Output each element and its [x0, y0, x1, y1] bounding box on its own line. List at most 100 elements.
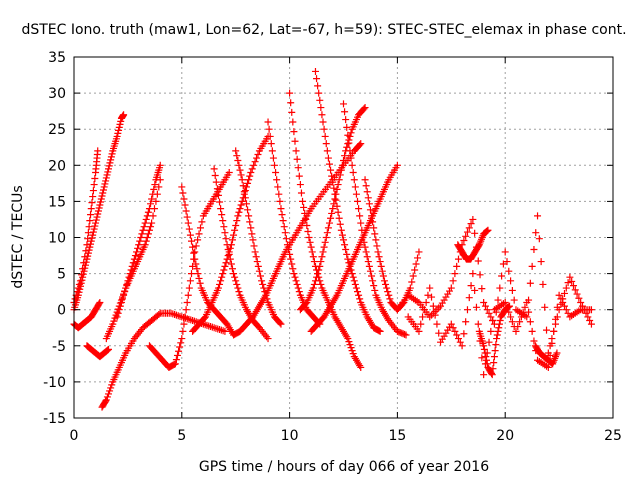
data-point [414, 254, 422, 262]
data-point [134, 244, 142, 252]
data-point [487, 327, 495, 335]
data-point [559, 298, 567, 306]
data-point [344, 335, 352, 343]
data-point [104, 390, 112, 398]
data-point [483, 360, 491, 368]
data-point [415, 248, 423, 256]
data-point [306, 238, 314, 246]
data-point [417, 320, 425, 328]
data-point [94, 207, 102, 215]
data-point [489, 365, 497, 373]
data-point [475, 242, 483, 250]
data-point [236, 166, 244, 174]
data-point [380, 277, 388, 285]
data-point [94, 210, 102, 218]
data-point [248, 230, 256, 238]
data-point [267, 140, 275, 148]
data-point [238, 176, 246, 184]
data-point [370, 224, 378, 232]
data-point [310, 258, 318, 266]
data-point [222, 235, 230, 243]
data-point [106, 387, 114, 395]
data-point [226, 255, 234, 263]
data-point [360, 238, 368, 246]
data-point [320, 243, 328, 251]
data-point [119, 295, 127, 303]
data-point [359, 234, 367, 241]
data-point [256, 272, 264, 280]
data-point [415, 327, 423, 335]
data-point [104, 346, 112, 354]
x-tick-label: 15 [388, 428, 406, 444]
data-point [250, 161, 258, 169]
data-point [364, 194, 372, 202]
data-point [311, 277, 319, 285]
data-point [234, 284, 242, 292]
data-point [373, 242, 381, 250]
data-point [354, 197, 362, 205]
data-point [151, 181, 159, 189]
data-point [453, 262, 461, 270]
x-tick-label: 5 [177, 428, 186, 444]
data-point [478, 285, 486, 293]
data-point [130, 255, 138, 263]
data-point [183, 213, 191, 221]
data-point [124, 277, 132, 285]
data-point [365, 200, 373, 208]
data-point [264, 118, 272, 126]
data-point [186, 231, 194, 239]
data-point [333, 202, 341, 210]
data-point [185, 284, 193, 292]
data-point [217, 205, 225, 213]
data-point [350, 277, 358, 285]
data-point [357, 219, 365, 227]
data-point [142, 237, 150, 245]
data-point [564, 309, 572, 317]
data-point [213, 185, 221, 193]
data-point [274, 183, 282, 191]
data-point [294, 284, 302, 292]
data-point [586, 317, 594, 325]
data-point [244, 179, 252, 187]
data-point [113, 313, 121, 321]
series-18 [340, 100, 410, 339]
data-point [227, 260, 235, 268]
data-point [228, 265, 236, 273]
series-3 [83, 342, 112, 361]
data-point [232, 221, 240, 229]
data-point [85, 246, 93, 254]
data-point [357, 363, 365, 371]
data-point [553, 303, 561, 311]
data-point [288, 108, 296, 116]
x-tick-label: 10 [281, 428, 299, 444]
data-point [344, 131, 352, 139]
data-point [88, 234, 96, 242]
data-point [291, 273, 299, 281]
data-point [104, 168, 112, 176]
data-point [362, 248, 370, 256]
data-point [152, 197, 160, 205]
data-point [156, 161, 164, 169]
x-tick-label: 0 [70, 428, 79, 444]
data-point [87, 240, 95, 248]
data-point [107, 153, 115, 161]
data-point [240, 188, 248, 196]
data-point [483, 227, 491, 235]
data-point [149, 190, 157, 198]
data-point [85, 223, 93, 231]
data-point [269, 154, 277, 162]
data-point [360, 105, 368, 113]
data-point [316, 262, 324, 270]
data-point [214, 284, 222, 292]
data-point [91, 175, 99, 183]
data-point [122, 284, 130, 292]
data-point [142, 215, 150, 223]
data-point [125, 273, 133, 281]
data-point [429, 302, 437, 310]
data-point [90, 225, 98, 233]
data-point [177, 339, 185, 347]
data-point [485, 338, 493, 346]
data-point [383, 284, 391, 292]
data-point [463, 306, 471, 314]
